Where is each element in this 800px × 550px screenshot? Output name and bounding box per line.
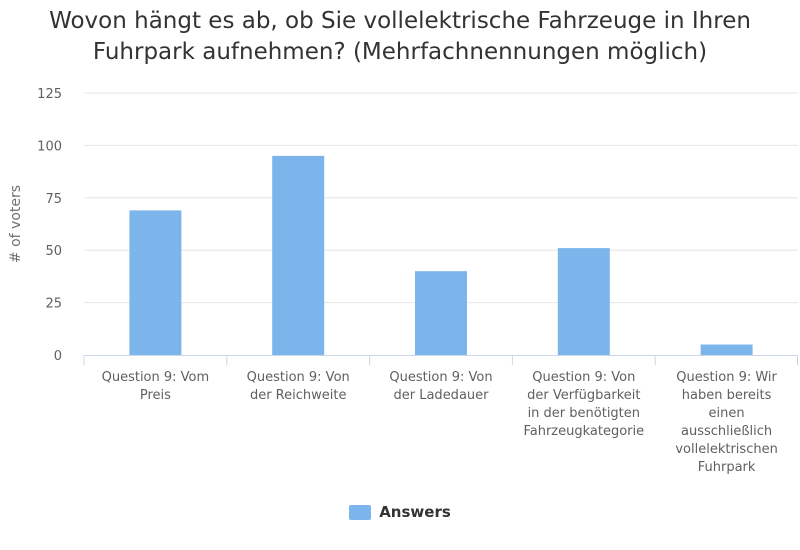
- y-tick-label-100: 100: [37, 139, 62, 154]
- y-tick-label-125: 125: [37, 87, 62, 102]
- legend-swatch: [349, 504, 372, 520]
- x-axis-category-labels: Question 9: Vom Preis Question 9: Von der R…: [102, 370, 778, 475]
- x-category-label-4: Question 9: Von der Verfügbarkeit in der b…: [523, 370, 644, 439]
- y-axis-title: # of voters: [8, 185, 24, 263]
- legend: Answers: [0, 503, 800, 521]
- legend-label: Answers: [379, 503, 451, 521]
- x-category-label-5: Question 9: Wir haben bereits einen ausschl…: [675, 370, 777, 475]
- legend-item-answers[interactable]: Answers: [349, 503, 451, 521]
- bars: [129, 155, 753, 355]
- chart-title-line-2: Fuhrpark aufnehmen? (Mehrfachnennungen m…: [92, 39, 708, 65]
- bar-5[interactable]: [700, 344, 753, 355]
- chart-title: Wovon hängt es ab, ob Sie vollelektrisch…: [0, 6, 800, 68]
- y-tick-label-75: 75: [45, 192, 62, 207]
- y-tick-label-0: 0: [54, 349, 62, 364]
- bar-1[interactable]: [129, 210, 182, 355]
- y-tick-label-50: 50: [45, 244, 62, 259]
- x-category-label-1: Question 9: Vom Preis: [102, 370, 210, 403]
- x-category-label-2: Question 9: Von der Reichweite: [247, 370, 350, 403]
- x-category-label-3: Question 9: Von der Ladedauer: [389, 370, 492, 403]
- y-tick-label-25: 25: [45, 297, 62, 312]
- bar-3[interactable]: [415, 271, 467, 355]
- y-axis-tick-labels: 0 25 50 75 100 125: [37, 87, 62, 364]
- x-axis-ticks: [83, 355, 798, 365]
- bar-2[interactable]: [272, 155, 325, 355]
- bar-4[interactable]: [557, 248, 610, 355]
- bar-chart: 0 25 50 75 100 125 # of voters Question 9: Vo…: [8, 87, 798, 475]
- chart-title-line-1: Wovon hängt es ab, ob Sie vollelektrisch…: [49, 8, 751, 34]
